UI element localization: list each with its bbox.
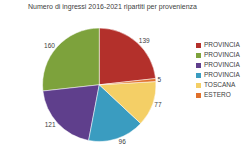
svg-text:139: 139 [139, 37, 150, 44]
html-text:PROVINCIA: PROVINCIA [204, 61, 240, 68]
html-text:PROVINCIA: PROVINCIA [204, 71, 240, 78]
html-text:PROVINCIA: PROVINCIA [204, 41, 240, 48]
html-text:TOSCANA: TOSCANA [204, 81, 236, 88]
html-text:ESTERO: ESTERO [204, 91, 231, 98]
svg-text:121: 121 [45, 121, 56, 128]
svg-text:77: 77 [154, 101, 162, 108]
svg-text:160: 160 [44, 42, 55, 49]
svg-text:Numero di ingressi 2016-2021 r: Numero di ingressi 2016-2021 ripartiti p… [28, 3, 197, 11]
html-text:PROVINCIA: PROVINCIA [204, 51, 240, 58]
svg-text:5: 5 [158, 76, 162, 83]
svg-text:96: 96 [119, 138, 127, 145]
